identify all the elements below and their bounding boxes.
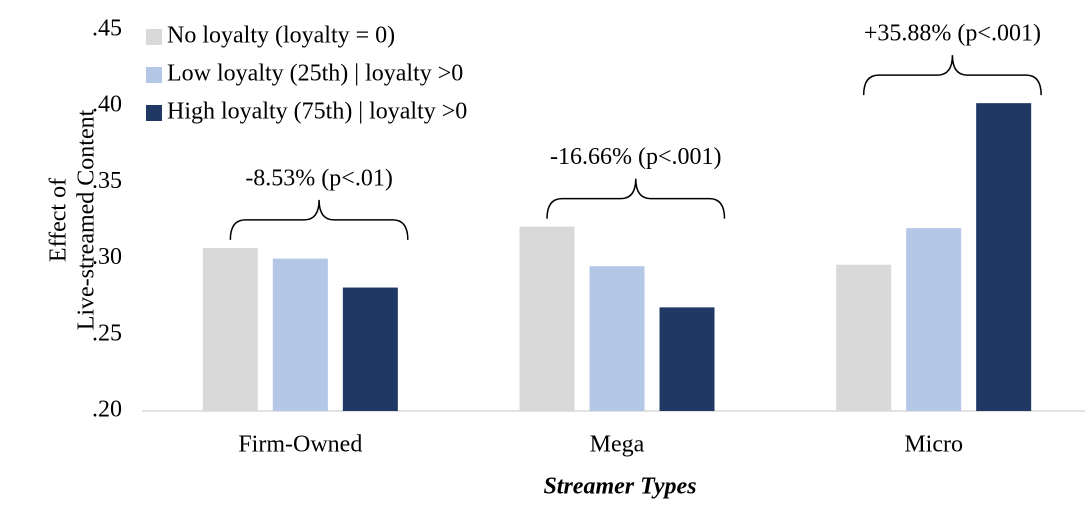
y-tick-label: .45 (92, 16, 122, 42)
brace (546, 178, 726, 219)
bar (836, 264, 892, 411)
legend-swatch (146, 105, 162, 121)
bar (519, 226, 575, 411)
y-axis-label: Live-streamed Content (74, 109, 100, 330)
x-tick-label: Micro (904, 432, 963, 458)
x-tick-label: Mega (590, 432, 645, 458)
legend-swatch (146, 29, 162, 45)
legend-label: High loyalty (75th) | loyalty >0 (167, 99, 467, 125)
legend-swatch (146, 67, 162, 83)
bar (906, 228, 962, 411)
y-tick-label: .30 (92, 244, 122, 270)
annotation: +35.88% (p<.001) (864, 21, 1041, 47)
bar (976, 103, 1032, 411)
brace (229, 199, 409, 240)
y-axis-label: Effect of (46, 178, 72, 262)
bar (272, 258, 328, 411)
bar (589, 266, 645, 411)
bar (342, 287, 398, 411)
y-tick-label: .35 (92, 168, 122, 194)
legend-label: No loyalty (loyalty = 0) (167, 23, 395, 49)
legend-label: Low loyalty (25th) | loyalty >0 (167, 61, 463, 87)
annotation: -16.66% (p<.001) (550, 144, 722, 170)
bar (659, 307, 715, 411)
y-tick-label: .25 (92, 320, 122, 346)
bar (202, 247, 258, 411)
annotation: -8.53% (p<.01) (245, 165, 393, 191)
brace (862, 55, 1042, 96)
x-tick-label: Firm-Owned (238, 432, 362, 458)
y-tick-label: .20 (92, 397, 122, 423)
x-axis-label: Streamer Types (543, 474, 696, 500)
y-tick-label: .40 (92, 92, 122, 118)
